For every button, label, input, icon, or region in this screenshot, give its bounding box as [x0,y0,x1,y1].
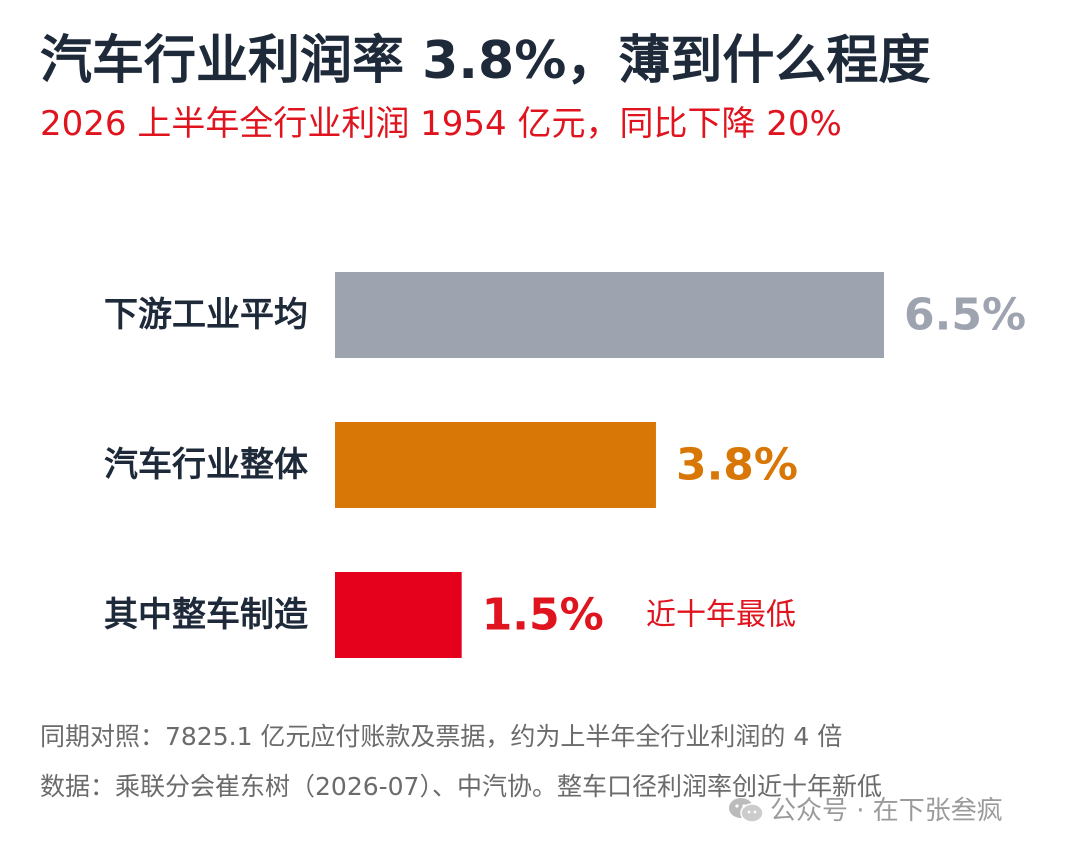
value-label: 3.8% [676,440,798,491]
category-label: 汽车行业整体 [104,445,308,485]
value-label: 6.5% [904,290,1026,341]
bar [335,272,884,358]
watermark: 公众号 · 在下张叁疯 [728,796,1003,827]
chart-subtitle: 2026 上半年全行业利润 1954 亿元，同比下降 20% [40,104,842,144]
bar [335,572,462,658]
chart-title: 汽车行业利润率 3.8%，薄到什么程度 [40,31,931,91]
source-note: 数据：乘联分会崔东树（2026-07）、中汽协。整车口径利润率创近十年新低 [40,772,882,801]
category-label: 其中整车制造 [104,595,308,635]
value-label: 1.5% [482,590,604,641]
comparison-note: 同期对照：7825.1 亿元应付账款及票据，约为上半年全行业利润的 4 倍 [40,722,843,751]
bar [335,422,656,508]
bar-chart: 下游工业平均 6.5% 汽车行业整体 3.8% 其中整车制造 1.5% 近十年最低 [104,272,1026,658]
wechat-icon [729,798,764,823]
annotation-label: 近十年最低 [646,598,796,633]
category-label: 下游工业平均 [104,295,308,335]
watermark-text: 公众号 · 在下张叁疯 [770,796,1003,826]
